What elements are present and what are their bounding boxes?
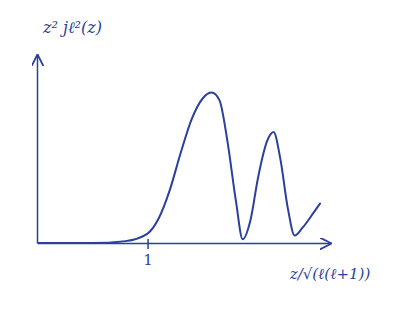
x-tick-label: 1 [143,251,153,269]
x-axis: 1 [38,239,331,269]
y-axis [37,56,38,244]
x-tick-mark [147,239,149,249]
chart: 1 z² jℓ²(z) z/√(ℓ(ℓ+1)) [0,0,397,335]
plot: 1 [37,56,331,269]
y-axis-line [37,56,39,244]
marks [37,93,320,243]
x-axis-title: z/√(ℓ(ℓ+1)) [289,265,371,283]
y-axis-title: z² jℓ²(z) [42,18,102,37]
x-tick: 1 [143,239,153,269]
curve [37,93,320,243]
